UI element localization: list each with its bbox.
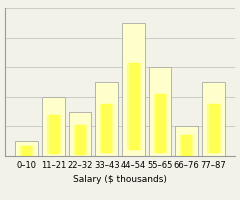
Bar [69, 112, 91, 156]
Bar [51, 115, 56, 153]
Bar [102, 104, 111, 152]
Bar [76, 125, 84, 154]
Bar [180, 135, 193, 155]
Bar [207, 104, 220, 152]
Bar [47, 115, 60, 153]
Bar [211, 104, 216, 152]
X-axis label: Salary ($ thousands): Salary ($ thousands) [73, 175, 167, 184]
Bar [104, 104, 109, 152]
Bar [154, 94, 166, 152]
Bar [129, 63, 138, 149]
Bar [74, 125, 86, 154]
Bar [20, 146, 33, 155]
Bar [49, 115, 58, 153]
Bar [157, 94, 162, 152]
Bar [95, 82, 118, 156]
Bar [175, 126, 198, 156]
Bar [202, 82, 225, 156]
Bar [22, 146, 31, 155]
Bar [100, 104, 113, 152]
Bar [24, 146, 29, 155]
Bar [131, 63, 136, 149]
Bar [78, 125, 83, 154]
Bar [15, 141, 38, 156]
Bar [209, 104, 218, 152]
Bar [149, 67, 171, 156]
Bar [127, 63, 140, 149]
Bar [156, 94, 164, 152]
Bar [42, 97, 65, 156]
Bar [182, 135, 191, 155]
Bar [122, 23, 145, 156]
Bar [184, 135, 189, 155]
